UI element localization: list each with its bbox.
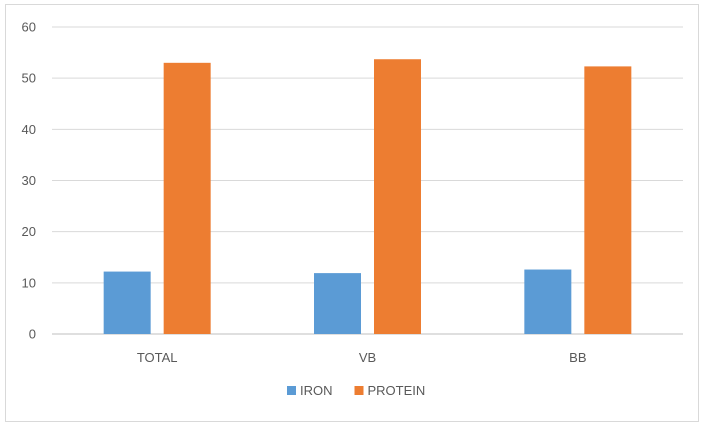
bar-protein-total: [163, 62, 211, 335]
y-tick-label: 60: [22, 20, 36, 35]
bars: [103, 59, 632, 335]
y-tick-label: 10: [22, 275, 36, 290]
legend-label-protein: PROTEIN: [368, 383, 426, 398]
x-axis: TOTAL VB BB: [137, 350, 587, 365]
x-category-label: TOTAL: [137, 350, 178, 365]
bar-iron-total: [103, 271, 151, 334]
chart-frame: [5, 4, 699, 422]
legend-label-iron: IRON: [300, 383, 333, 398]
y-tick-label: 0: [29, 327, 36, 342]
gridlines: [52, 26, 683, 335]
y-tick-label: 40: [22, 122, 36, 137]
y-tick-label: 20: [22, 224, 36, 239]
y-tick-label: 50: [22, 71, 36, 86]
bar-iron-bb: [524, 269, 572, 334]
legend-swatch-iron: [287, 386, 296, 395]
x-category-label: BB: [569, 350, 586, 365]
bar-protein-bb: [584, 66, 632, 335]
x-category-label: VB: [359, 350, 376, 365]
legend-swatch-protein: [354, 386, 364, 395]
legend: IRON PROTEIN: [287, 383, 425, 398]
bar-iron-vb: [314, 273, 361, 334]
bar-protein-vb: [374, 59, 421, 335]
y-tick-label: 30: [22, 173, 36, 188]
y-axis-ticks: 0 10 20 30 40 50 60: [22, 20, 36, 342]
